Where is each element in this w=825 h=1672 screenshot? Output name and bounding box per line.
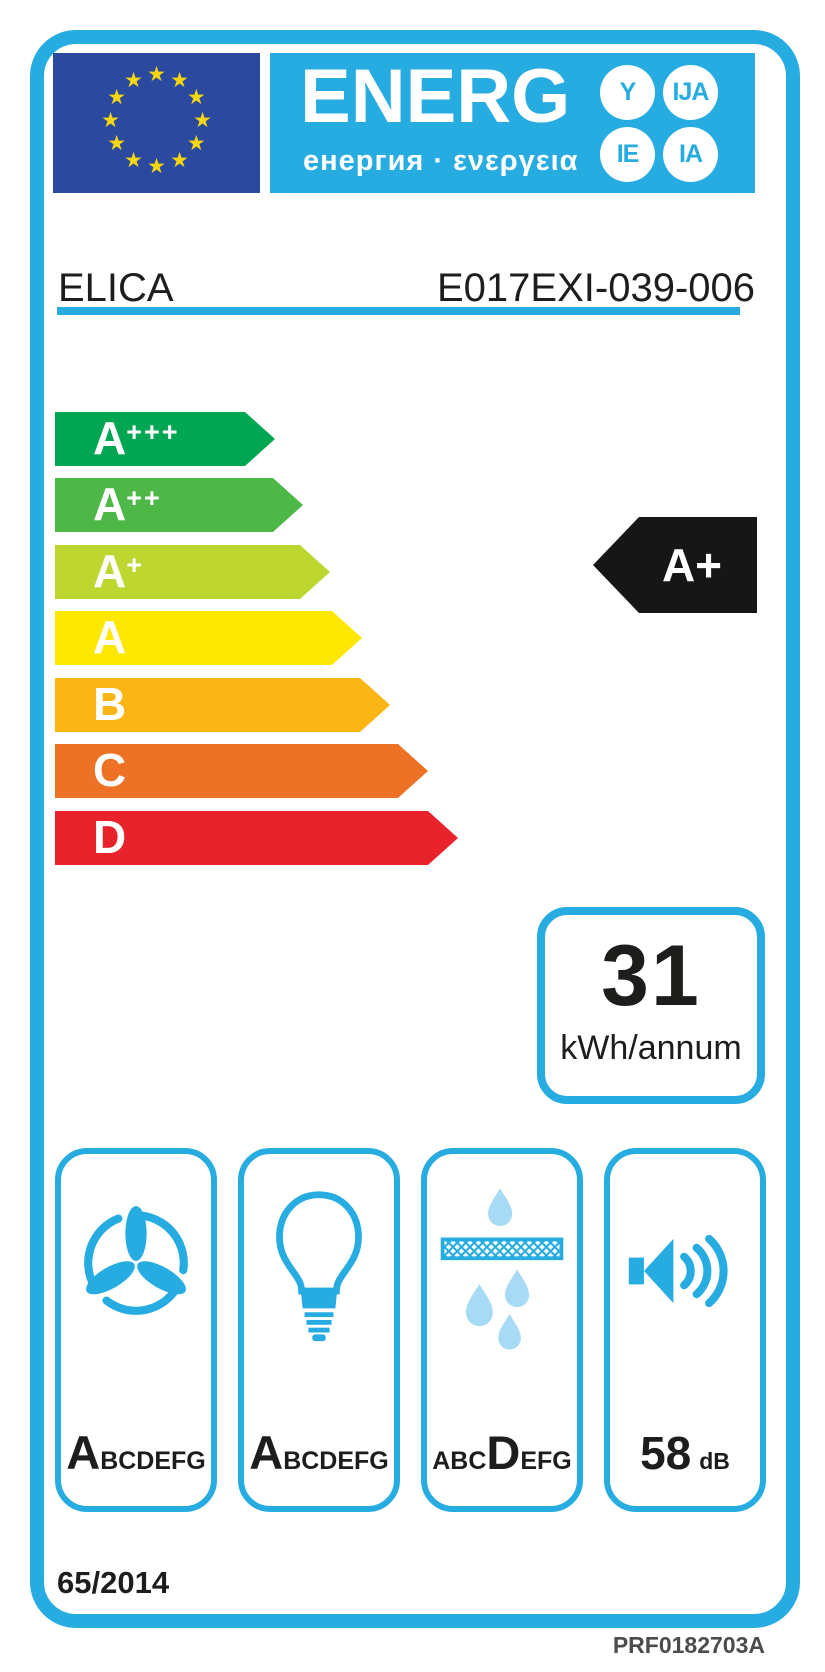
star-icon: ★ <box>186 132 206 155</box>
energy-consumption-unit: kWh/annum <box>560 1029 742 1067</box>
energy-label: ★ ★ ★ ★ ★ ★ ★ ★ ★ ★ ★ ★ ENERG енергия · … <box>30 30 800 1628</box>
scale-arrow-a2: A++ <box>55 478 303 532</box>
noise-value: 58 <box>640 1427 692 1479</box>
divider <box>57 307 740 315</box>
energy-consumption-box: 31 kWh/annum <box>537 907 765 1104</box>
scale-arrow-c: C <box>55 744 428 798</box>
scale-arrow-b: B <box>55 678 390 732</box>
energ-suffix-y: Y <box>600 65 655 120</box>
energ-suffix-ija: IJA <box>663 65 718 120</box>
star-icon: ★ <box>170 69 189 93</box>
energ-logo: ENERG енергия · ενεργεια Y IJA IE IA <box>270 53 755 193</box>
energ-title: ENERG <box>300 54 571 139</box>
star-icon: ★ <box>124 148 143 172</box>
fluid-dynamic-efficiency-box: ABCDEFG <box>55 1148 217 1512</box>
product-rating-arrow: A+ <box>593 517 757 613</box>
brand-name: ELICA <box>58 266 174 310</box>
light-bulb-icon <box>276 1191 362 1342</box>
speaker-icon <box>628 1234 728 1308</box>
scale-arrow-a3: A+++ <box>55 412 275 466</box>
star-icon: ★ <box>147 63 166 86</box>
lighting-class: ABCDEFG <box>249 1426 389 1479</box>
star-icon: ★ <box>147 155 166 178</box>
regulation-number: 65/2014 <box>57 1565 170 1600</box>
noise-box: 58 dB <box>604 1148 766 1512</box>
product-rating-value: A+ <box>661 539 723 591</box>
lighting-efficiency-box: ABCDEFG <box>238 1148 400 1512</box>
star-icon: ★ <box>107 86 127 109</box>
scale-arrow-d: D <box>55 811 458 865</box>
energy-consumption-value: 31 <box>601 928 701 1024</box>
grease-filtering-box: ABCDEFG <box>421 1148 583 1512</box>
fan-icon <box>84 1206 188 1315</box>
energ-suffix-ia: IA <box>663 127 718 182</box>
model-number: E017EXI-039-006 <box>436 266 755 310</box>
energ-subtitle: енергия · ενεργεια <box>303 145 579 177</box>
noise-unit: dB <box>699 1448 730 1474</box>
star-icon: ★ <box>170 148 189 172</box>
star-icon: ★ <box>101 109 120 132</box>
star-icon: ★ <box>193 109 212 132</box>
scale-arrow-a1: A+ <box>55 545 330 599</box>
star-icon: ★ <box>186 86 206 109</box>
document-code: PRF0182703A <box>612 1632 765 1658</box>
star-icon: ★ <box>107 132 127 155</box>
grease-filtering-class: ABCDEFG <box>432 1426 572 1479</box>
grease-filter-icon <box>440 1188 564 1350</box>
energ-suffix-ie: IE <box>600 127 655 182</box>
fluid-dynamic-class: ABCDEFG <box>66 1426 206 1479</box>
scale-arrow-a: A <box>55 611 362 665</box>
star-icon: ★ <box>124 69 143 93</box>
noise-value-row: 58 dB <box>610 1426 760 1480</box>
eu-flag: ★ ★ ★ ★ ★ ★ ★ ★ ★ ★ ★ ★ <box>53 53 260 193</box>
